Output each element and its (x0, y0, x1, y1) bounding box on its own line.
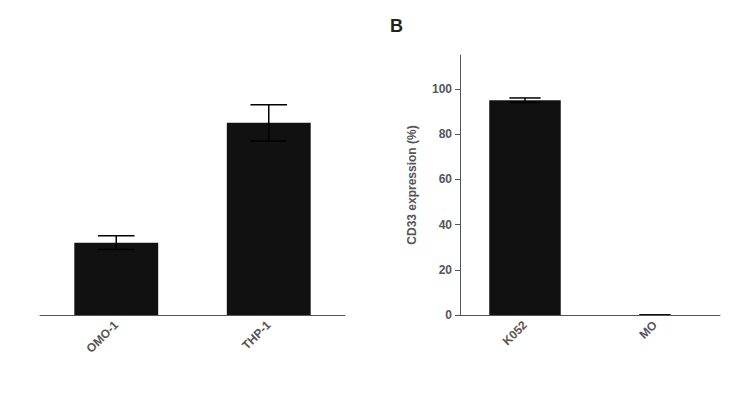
svg-text:40: 40 (439, 218, 453, 232)
svg-text:MO: MO (636, 318, 660, 342)
svg-text:OMO-1: OMO-1 (84, 318, 122, 356)
svg-text:0: 0 (445, 308, 452, 322)
svg-text:CD33 expression (%): CD33 expression (%) (405, 125, 419, 244)
svg-text:60: 60 (439, 172, 453, 186)
svg-text:80: 80 (439, 127, 453, 141)
svg-text:100: 100 (432, 82, 452, 96)
svg-text:K052: K052 (500, 318, 530, 348)
svg-text:THP-1: THP-1 (239, 318, 274, 353)
svg-text:20: 20 (439, 263, 453, 277)
svg-text:B: B (390, 16, 403, 36)
